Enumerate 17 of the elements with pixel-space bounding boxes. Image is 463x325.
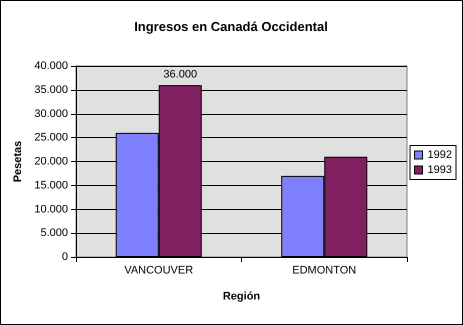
y-tick-label: 35.000 — [34, 84, 68, 96]
chart-title: Ingresos en Canadá Occidental — [134, 19, 328, 34]
legend-label: 1992 — [428, 149, 452, 161]
y-tick-label: 30.000 — [34, 108, 68, 120]
y-tick-label: 25.000 — [34, 132, 68, 144]
data-label: 36.000 — [163, 68, 198, 81]
y-tick-label: 0 — [62, 251, 68, 263]
legend-label: 1993 — [428, 164, 452, 176]
y-tick-label: 15.000 — [34, 179, 68, 192]
x-tick-label: EDMONTON — [292, 264, 356, 276]
x-tick-label: VANCOUVER — [124, 264, 194, 276]
y-axis-title: Pesetas — [12, 140, 24, 182]
y-tick-label: 40.000 — [34, 60, 68, 72]
x-axis-title: Región — [222, 290, 260, 302]
y-tick-label: 5.000 — [40, 227, 68, 240]
y-tick-label: 20.000 — [34, 156, 68, 168]
y-tick-label: 10.000 — [34, 203, 68, 216]
